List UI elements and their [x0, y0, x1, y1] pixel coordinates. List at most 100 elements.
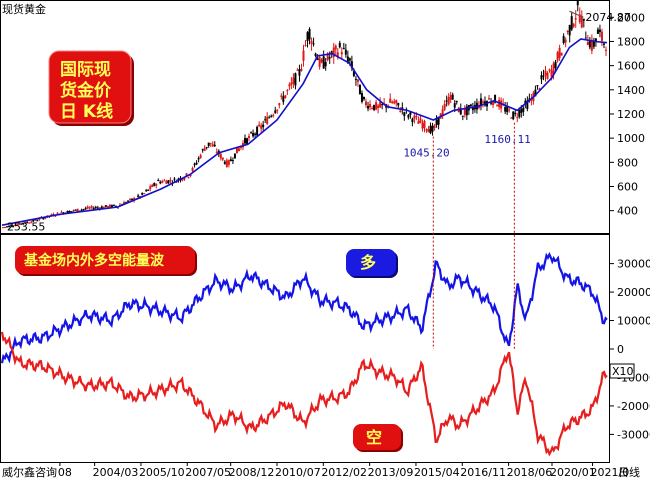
candle-body [248, 135, 251, 139]
candle-body [522, 107, 525, 112]
candle-body [328, 57, 331, 59]
candle-body [6, 226, 9, 228]
low-guide-lines [432, 122, 515, 349]
candle-body [580, 15, 583, 28]
candle-body [566, 30, 569, 32]
annotation-label: 1160.11 [484, 133, 530, 146]
candle-body [26, 222, 29, 224]
candle-body [2, 227, 5, 229]
candle-body [298, 69, 301, 76]
price-tick-label: 600 [617, 180, 638, 193]
candle-body [584, 37, 587, 39]
candle-body [338, 42, 341, 48]
candle-body [508, 109, 511, 111]
candle-body [393, 101, 396, 104]
candle-body [280, 95, 283, 97]
candle-body [550, 70, 553, 78]
candle-body [98, 207, 101, 209]
candle-body [278, 103, 281, 106]
candle-body [419, 118, 422, 123]
candle-body [417, 121, 420, 124]
candle-body [106, 206, 109, 208]
candle-body [425, 129, 428, 131]
main-title-line-1: 国际现 [60, 60, 111, 80]
candle-body [494, 95, 497, 103]
candle-body [399, 110, 402, 112]
candle-body [104, 205, 107, 207]
candle-body [534, 89, 537, 97]
price-annotation: 1045.20 [403, 147, 449, 160]
candle-body [435, 119, 438, 125]
candle-body [415, 116, 418, 118]
candle-body [110, 205, 113, 208]
candle-body [94, 207, 97, 209]
candle-body [42, 217, 45, 220]
candle-body [358, 84, 361, 95]
candle-body [183, 178, 186, 180]
candle-body [264, 119, 267, 121]
annotation-label: 1045.20 [403, 147, 449, 160]
candle-body [340, 52, 343, 55]
candle-body [544, 70, 547, 76]
candle-body [316, 58, 319, 61]
candle-body [520, 108, 523, 113]
candle-body [391, 101, 394, 104]
candle-body [112, 204, 115, 206]
candle-body [518, 109, 521, 117]
date-tick-label: 2020/01 [550, 466, 596, 479]
date-tick-label: 2007/05 [185, 466, 231, 479]
candle-body [209, 142, 212, 144]
price-annotation: 253.55 [7, 220, 46, 233]
candle-body [578, 14, 581, 23]
bear-badge: 空 [353, 424, 403, 452]
candle-body [490, 102, 493, 104]
candle-body [397, 102, 400, 106]
candle-body [290, 82, 293, 85]
candle-body [8, 225, 11, 228]
candle-body [558, 47, 561, 59]
candle-body [445, 100, 448, 102]
date-tick-label: 08 [58, 466, 72, 479]
candle-body [44, 217, 47, 219]
candle-body [604, 49, 607, 51]
candle-body [367, 106, 370, 109]
candle-body [131, 198, 134, 201]
candle-body [334, 45, 337, 50]
main-title-line-3: 日 K线 [60, 101, 113, 122]
candle-body [310, 40, 313, 44]
candle-body [379, 102, 382, 108]
candle-body [459, 108, 462, 115]
candle-body [118, 204, 121, 206]
candle-body [524, 100, 527, 105]
candle-body [481, 101, 484, 103]
candle-body [568, 25, 571, 36]
candle-body [137, 195, 140, 197]
candle-body [149, 186, 152, 190]
oscillator-tick-label: 30000 [617, 258, 650, 271]
candle-body [66, 210, 69, 214]
candle-body [147, 189, 150, 191]
bull-energy-line [0, 251, 608, 364]
candle-body [294, 73, 297, 86]
candle-body [512, 111, 515, 120]
candle-body [556, 52, 559, 61]
candle-body [362, 97, 365, 100]
candle-body [598, 29, 601, 32]
date-tick-label: 2012/02 [321, 466, 367, 479]
candle-body [300, 69, 303, 71]
price-annotations: 2074.87 1045.20 1160.11 253.55 [7, 10, 631, 233]
candle-body [346, 56, 349, 62]
price-tick-label: 1000 [617, 132, 645, 145]
footer-left-label: 威尔鑫咨询 [2, 465, 57, 479]
candle-body [187, 177, 190, 179]
candle-body [127, 200, 130, 202]
candle-body [324, 62, 327, 67]
annotation-label: 253.55 [7, 220, 46, 233]
candle-body [562, 36, 565, 44]
candle-body [582, 18, 585, 21]
candle-body [211, 144, 214, 147]
candle-body [185, 173, 188, 176]
candle-body [181, 179, 184, 181]
candle-body [32, 219, 35, 222]
candle-body [586, 42, 589, 45]
